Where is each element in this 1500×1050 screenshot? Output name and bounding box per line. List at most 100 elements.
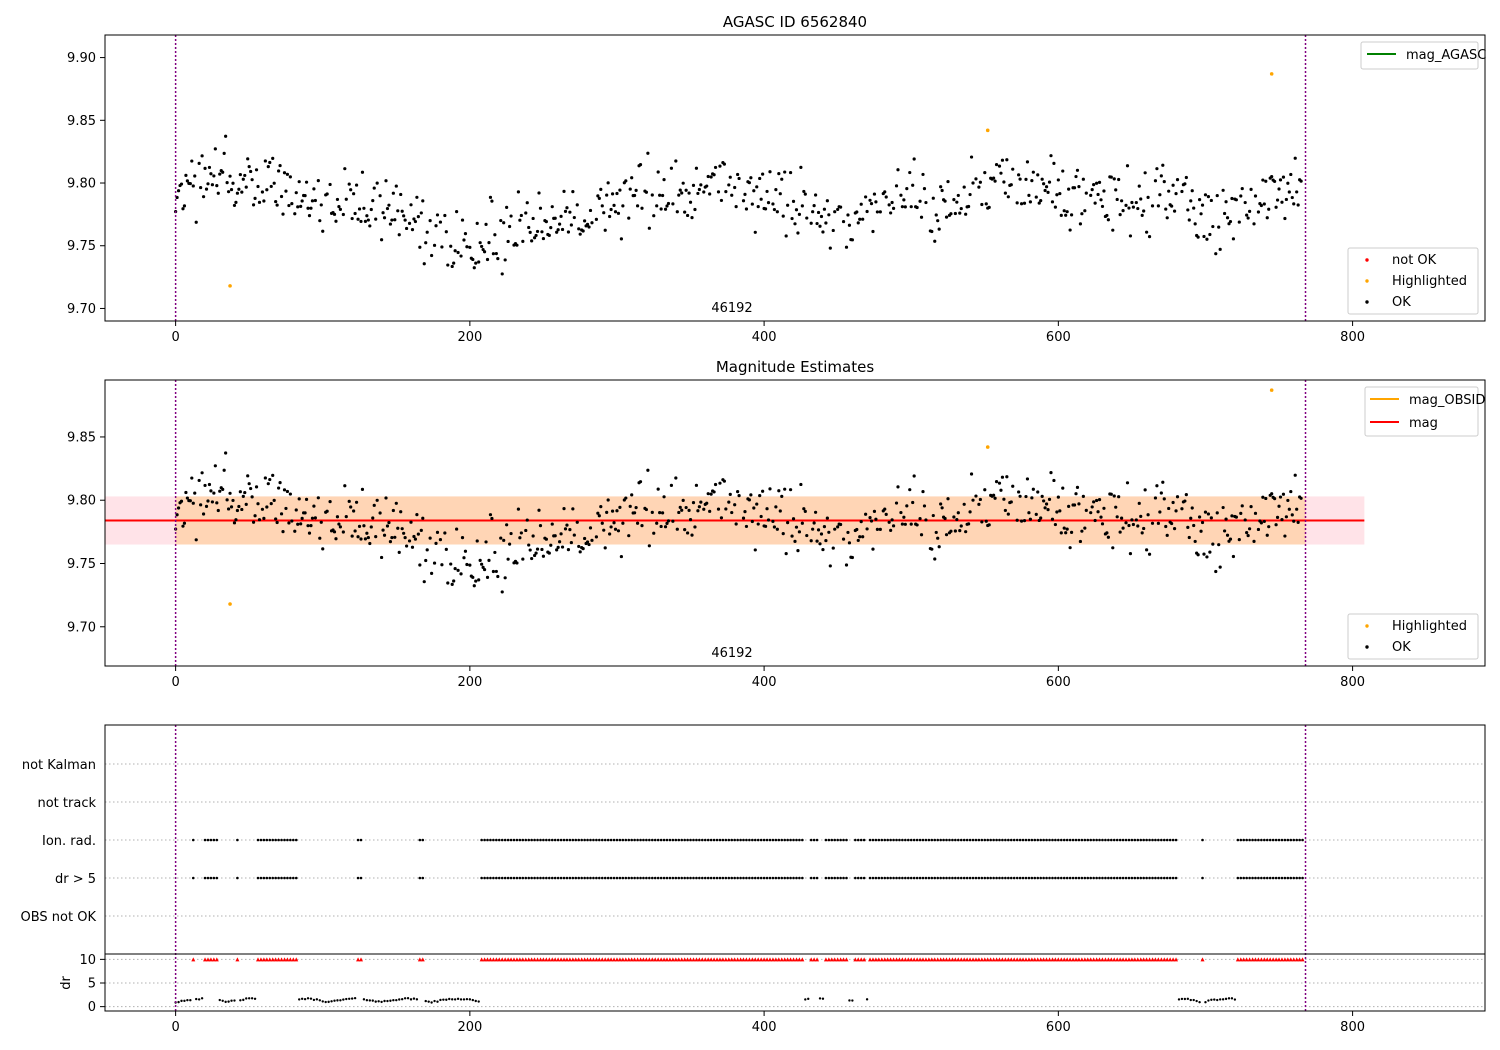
flag-dr-mark bbox=[495, 876, 498, 880]
dr-point bbox=[309, 997, 313, 1000]
flag-ion-rad-mark bbox=[918, 838, 922, 842]
ok-point bbox=[482, 567, 487, 572]
dr-point bbox=[1198, 1000, 1201, 1004]
ok-point bbox=[724, 507, 728, 511]
ok-point bbox=[1047, 497, 1052, 501]
dr-clipped-marker bbox=[682, 957, 687, 962]
ok-point bbox=[1155, 167, 1159, 171]
flag-dr-mark bbox=[921, 876, 925, 880]
ok-point bbox=[206, 182, 210, 186]
ok-point bbox=[1146, 195, 1150, 200]
ok-point bbox=[487, 241, 491, 245]
dr-clipped-marker bbox=[1112, 957, 1117, 962]
dr-clipped-marker bbox=[588, 957, 593, 962]
ok-point bbox=[666, 519, 671, 523]
dr-point bbox=[1221, 998, 1225, 1001]
ok-point bbox=[274, 199, 278, 204]
flag-ion-rad-mark bbox=[1130, 838, 1134, 842]
flag-ion-rad-mark bbox=[1171, 838, 1175, 842]
ok-point bbox=[359, 219, 363, 224]
flag-dr-mark bbox=[742, 876, 745, 880]
dr-clipped-marker bbox=[1023, 957, 1028, 962]
ok-point bbox=[955, 517, 959, 522]
ok-point bbox=[1209, 198, 1213, 203]
flag-dr-mark bbox=[912, 876, 916, 880]
ok-point bbox=[247, 482, 251, 486]
ok-point bbox=[527, 225, 531, 230]
dr-clipped-marker bbox=[673, 957, 678, 962]
ok-point bbox=[674, 476, 678, 480]
ok-point bbox=[815, 539, 819, 543]
flag-ion-rad-mark bbox=[1048, 838, 1051, 842]
ok-point bbox=[296, 522, 300, 526]
ok-point bbox=[565, 206, 569, 210]
ok-point bbox=[1208, 232, 1212, 237]
dr-clipped-marker bbox=[1274, 957, 1279, 962]
ok-point bbox=[1256, 527, 1261, 532]
flag-dr-mark bbox=[665, 876, 669, 880]
ok-point bbox=[268, 477, 272, 482]
flag-ion-rad-mark bbox=[1133, 838, 1137, 842]
flag-ion-rad-mark bbox=[880, 838, 884, 842]
flag-dr-mark bbox=[265, 876, 269, 880]
ok-point bbox=[338, 525, 342, 529]
ok-point bbox=[980, 520, 984, 524]
ok-point bbox=[968, 192, 972, 197]
ok-point bbox=[743, 510, 747, 514]
ok-point bbox=[705, 501, 709, 505]
ok-point bbox=[444, 547, 448, 551]
ok-point bbox=[719, 516, 724, 520]
ok-point bbox=[1199, 529, 1203, 533]
dr-clipped-marker bbox=[938, 957, 943, 962]
ok-point bbox=[337, 522, 341, 526]
flag-dr-mark bbox=[780, 876, 784, 880]
ok-point bbox=[1064, 531, 1068, 535]
ok-point bbox=[994, 480, 999, 484]
flag-dr-mark bbox=[733, 876, 736, 880]
dr-clipped-marker bbox=[1100, 957, 1105, 962]
flag-ion-rad-mark bbox=[839, 838, 842, 842]
flag-dr-mark bbox=[527, 876, 531, 880]
flag-dr-mark bbox=[1027, 876, 1031, 880]
ok-point bbox=[652, 531, 656, 535]
ok-point bbox=[341, 212, 345, 217]
ok-point bbox=[1003, 508, 1007, 513]
ok-point bbox=[921, 172, 925, 177]
ok-point bbox=[432, 243, 437, 247]
flag-ion-rad-mark bbox=[289, 838, 292, 842]
flag-dr-mark bbox=[1265, 876, 1269, 880]
dr-clipped-marker bbox=[897, 957, 902, 962]
ok-point bbox=[349, 188, 353, 192]
ok-point bbox=[237, 187, 241, 191]
ok-point bbox=[794, 208, 799, 212]
ok-point bbox=[328, 182, 332, 187]
flag-ion-rad-mark bbox=[1263, 838, 1266, 842]
flag-dr-mark bbox=[798, 876, 801, 880]
flag-label-dr-gt-5: dr > 5 bbox=[55, 872, 96, 887]
flag-dr-mark bbox=[512, 876, 516, 880]
ok-point bbox=[911, 500, 915, 505]
ok-point bbox=[856, 538, 860, 543]
dr-clipped-marker bbox=[632, 957, 637, 962]
ok-point bbox=[1064, 213, 1068, 217]
ok-point bbox=[1024, 177, 1028, 181]
ok-point bbox=[1270, 174, 1274, 179]
dr-clipped-marker bbox=[829, 957, 834, 962]
dr-point bbox=[339, 999, 342, 1002]
ok-point bbox=[347, 499, 351, 503]
ok-point bbox=[869, 202, 874, 206]
dr-clipped-marker bbox=[744, 957, 749, 962]
dr-clipped-marker bbox=[706, 957, 711, 962]
ok-point bbox=[271, 473, 275, 477]
ok-point bbox=[459, 572, 463, 576]
flag-dr-mark bbox=[562, 876, 566, 880]
ok-point bbox=[819, 532, 824, 536]
ok-point bbox=[1093, 518, 1097, 523]
ok-point bbox=[374, 217, 378, 221]
ok-point bbox=[1112, 177, 1116, 181]
ok-point bbox=[352, 509, 356, 513]
dr-clipped-marker bbox=[809, 957, 814, 962]
ok-point bbox=[662, 178, 666, 182]
ok-point bbox=[1031, 170, 1035, 174]
ok-point bbox=[382, 533, 387, 537]
